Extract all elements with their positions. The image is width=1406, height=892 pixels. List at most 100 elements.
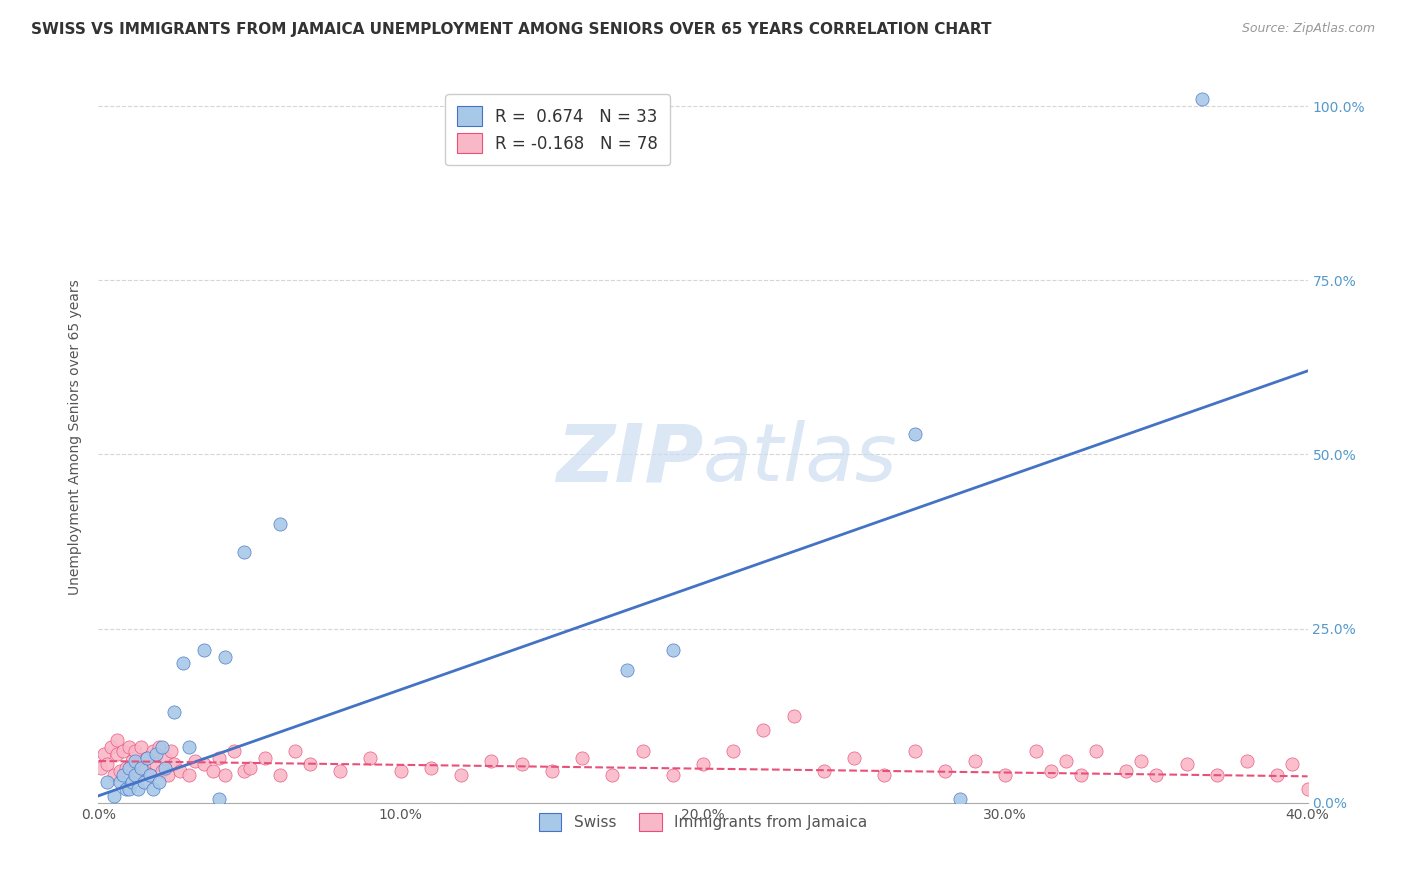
Point — [103, 789, 125, 803]
Text: Source: ZipAtlas.com: Source: ZipAtlas.com — [1241, 22, 1375, 36]
Point — [169, 764, 191, 779]
Point — [389, 764, 412, 779]
Point — [179, 768, 201, 782]
Point — [904, 743, 927, 757]
Point — [108, 764, 131, 779]
Point — [1115, 764, 1137, 779]
Point — [965, 754, 987, 768]
Point — [172, 657, 194, 671]
Point — [118, 761, 141, 775]
Point — [631, 743, 654, 757]
Point — [208, 792, 231, 806]
Point — [124, 743, 146, 757]
Point — [873, 768, 896, 782]
Point — [132, 775, 155, 789]
Point — [127, 757, 149, 772]
Point — [269, 768, 291, 782]
Point — [269, 517, 291, 532]
Point — [163, 705, 186, 719]
Point — [1024, 743, 1046, 757]
Point — [96, 775, 118, 789]
Point — [299, 757, 322, 772]
Point — [145, 747, 167, 761]
Point — [1130, 754, 1153, 768]
Point — [783, 708, 806, 723]
Point — [127, 781, 149, 796]
Point — [124, 754, 146, 768]
Point — [124, 772, 146, 786]
Point — [844, 750, 866, 764]
Point — [723, 743, 745, 757]
Point — [111, 743, 134, 757]
Point — [153, 761, 176, 775]
Point — [1296, 781, 1319, 796]
Point — [129, 740, 152, 755]
Point — [450, 768, 472, 782]
Point — [93, 747, 115, 761]
Point — [108, 775, 131, 789]
Point — [904, 426, 927, 441]
Point — [239, 761, 262, 775]
Point — [129, 761, 152, 775]
Point — [1085, 743, 1108, 757]
Point — [124, 768, 146, 782]
Point — [1191, 92, 1213, 106]
Point — [1267, 768, 1289, 782]
Point — [142, 781, 165, 796]
Point — [949, 792, 972, 806]
Point — [329, 764, 352, 779]
Point — [193, 757, 215, 772]
Point — [1144, 768, 1167, 782]
Point — [184, 754, 207, 768]
Point — [135, 750, 157, 764]
Point — [179, 740, 201, 755]
Point — [934, 764, 956, 779]
Point — [224, 743, 246, 757]
Point — [100, 740, 122, 755]
Point — [360, 750, 382, 764]
Point — [160, 743, 183, 757]
Text: atlas: atlas — [703, 420, 898, 498]
Point — [163, 757, 186, 772]
Point — [193, 642, 215, 657]
Point — [813, 764, 835, 779]
Point — [1281, 757, 1303, 772]
Point — [150, 740, 173, 755]
Legend: Swiss, Immigrants from Jamaica: Swiss, Immigrants from Jamaica — [531, 805, 875, 839]
Point — [214, 649, 236, 664]
Point — [616, 664, 638, 678]
Point — [571, 750, 593, 764]
Point — [148, 740, 170, 755]
Point — [156, 768, 179, 782]
Point — [1236, 754, 1258, 768]
Point — [105, 733, 128, 747]
Point — [139, 768, 162, 782]
Point — [1206, 768, 1229, 782]
Point — [214, 768, 236, 782]
Point — [481, 754, 503, 768]
Point — [1054, 754, 1077, 768]
Point — [118, 740, 141, 755]
Point — [103, 768, 125, 782]
Point — [752, 723, 775, 737]
Point — [602, 768, 624, 782]
Point — [145, 757, 167, 772]
Point — [420, 761, 443, 775]
Point — [1175, 757, 1198, 772]
Point — [148, 775, 170, 789]
Point — [121, 775, 143, 789]
Point — [253, 750, 276, 764]
Point — [692, 757, 714, 772]
Point — [153, 750, 176, 764]
Point — [994, 768, 1017, 782]
Point — [111, 768, 134, 782]
Point — [150, 764, 173, 779]
Point — [1039, 764, 1062, 779]
Y-axis label: Unemployment Among Seniors over 65 years: Unemployment Among Seniors over 65 years — [69, 279, 83, 595]
Point — [142, 743, 165, 757]
Point — [661, 768, 683, 782]
Point — [232, 545, 254, 559]
Point — [661, 642, 683, 657]
Point — [232, 764, 254, 779]
Point — [284, 743, 307, 757]
